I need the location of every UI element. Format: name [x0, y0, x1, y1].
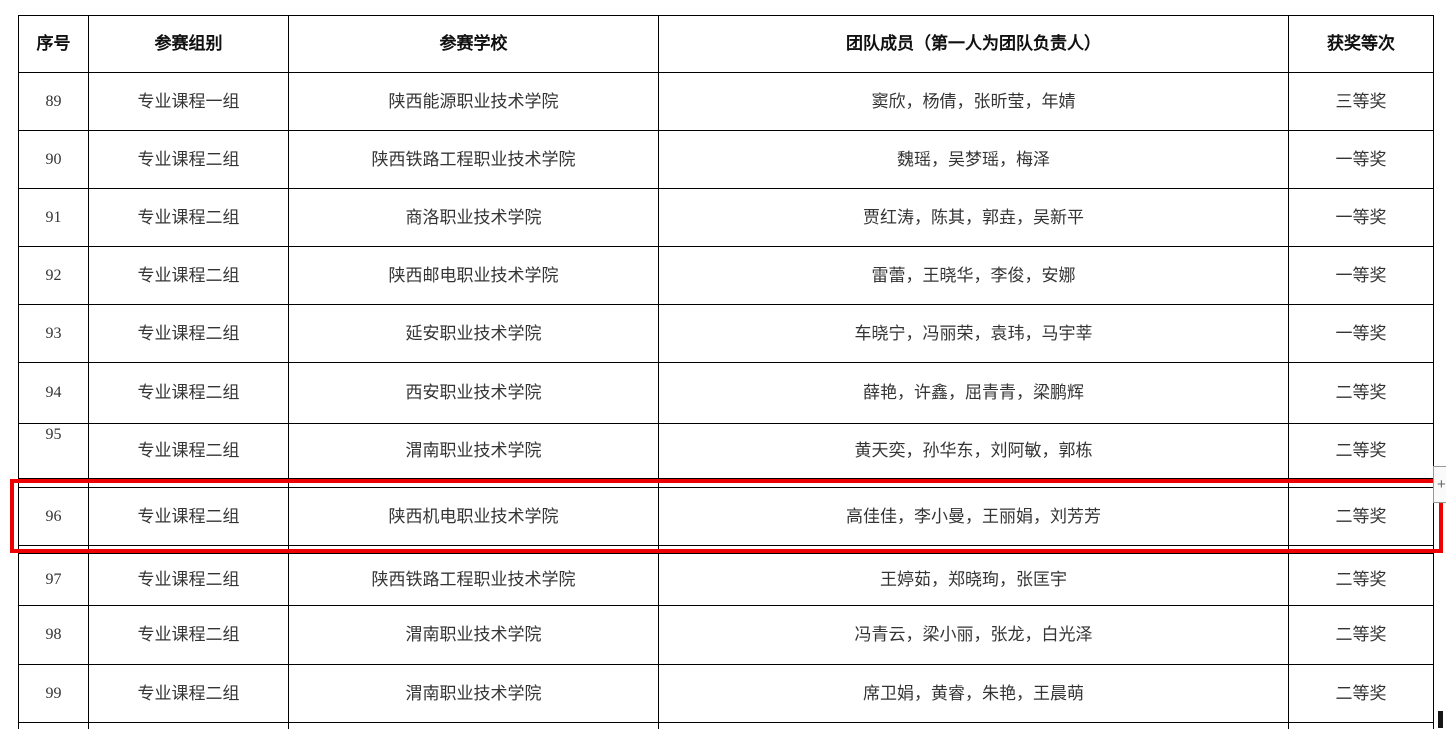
cell-group[interactable]: 专业课程二组 [89, 554, 289, 606]
cell-group[interactable]: 专业课程二组 [89, 305, 289, 363]
header-members[interactable]: 团队成员（第一人为团队负责人） [659, 16, 1289, 73]
cell-school[interactable]: 渭南职业技术学院 [289, 665, 659, 723]
cell-group[interactable]: 专业课程二组 [89, 424, 289, 479]
cell-members[interactable]: 王婷茹，郑晓珣，张匡宇 [659, 554, 1289, 606]
table-row-91: 91 专业课程二组 商洛职业技术学院 贾红涛，陈其，郭垚，吴新平 一等奖 [19, 189, 1434, 247]
cell-members[interactable]: 魏瑶，吴梦瑶，梅泽 [659, 131, 1289, 189]
table-row-95: 95 专业课程二组 渭南职业技术学院 黄天奕，孙华东，刘阿敏，郭栋 二等奖 [19, 424, 1434, 479]
cell-no[interactable]: 91 [19, 189, 89, 247]
cell-members[interactable]: 贾红涛，陈其，郭垚，吴新平 [659, 189, 1289, 247]
cell-members[interactable]: 高佳佳，李小曼，王丽娟，刘芳芳 [659, 488, 1289, 546]
table-header-row: 序号 参赛组别 参赛学校 团队成员（第一人为团队负责人） 获奖等次 [19, 16, 1434, 73]
cell-school[interactable]: 陕西邮电职业技术学院 [289, 247, 659, 305]
cell-award[interactable]: 二等奖 [1289, 554, 1434, 606]
table-row-94: 94 专业课程二组 西安职业技术学院 薛艳，许鑫，屈青青，梁鹏辉 二等奖 [19, 363, 1434, 424]
cell-members[interactable]: 席卫娟，黄睿，朱艳，王晨萌 [659, 665, 1289, 723]
row-96-top-spacer [19, 479, 1434, 488]
cell-members[interactable]: 冯青云，梁小丽，张龙，白光泽 [659, 606, 1289, 665]
cell-group[interactable]: 专业课程二组 [89, 606, 289, 665]
cell-group[interactable]: 专业课程二组 [89, 363, 289, 424]
cell-award[interactable]: 三等奖 [1289, 73, 1434, 131]
cell-award[interactable]: 一等奖 [1289, 131, 1434, 189]
header-no[interactable]: 序号 [19, 16, 89, 73]
cell-award[interactable]: 一等奖 [1289, 247, 1434, 305]
table-row-98: 98 专业课程二组 渭南职业技术学院 冯青云，梁小丽，张龙，白光泽 二等奖 [19, 606, 1434, 665]
award-results-table: 序号 参赛组别 参赛学校 团队成员（第一人为团队负责人） 获奖等次 89 专业课… [18, 15, 1434, 729]
table-row-90: 90 专业课程二组 陕西铁路工程职业技术学院 魏瑶，吴梦瑶，梅泽 一等奖 [19, 131, 1434, 189]
cell-school[interactable]: 陕西能源职业技术学院 [289, 73, 659, 131]
cell-school[interactable]: 渭南职业技术学院 [289, 606, 659, 665]
cell-no[interactable]: 94 [19, 363, 89, 424]
cell-school[interactable]: 陕西铁路工程职业技术学院 [289, 554, 659, 606]
cell-no[interactable]: 98 [19, 606, 89, 665]
cell-members[interactable]: 窦欣，杨倩，张昕莹，年婧 [659, 73, 1289, 131]
cell-group[interactable]: 专业课程二组 [89, 488, 289, 546]
header-award[interactable]: 获奖等次 [1289, 16, 1434, 73]
cell-award[interactable]: 二等奖 [1289, 363, 1434, 424]
header-group[interactable]: 参赛组别 [89, 16, 289, 73]
cell-award[interactable]: 二等奖 [1289, 665, 1434, 723]
cell-school[interactable]: 陕西机电职业技术学院 [289, 488, 659, 546]
cell-no[interactable]: 99 [19, 665, 89, 723]
table-row-89: 89 专业课程一组 陕西能源职业技术学院 窦欣，杨倩，张昕莹，年婧 三等奖 [19, 73, 1434, 131]
cell-award[interactable]: 二等奖 [1289, 424, 1434, 479]
cell-members[interactable]: 车晓宁，冯丽荣，袁玮，马宇莘 [659, 305, 1289, 363]
cell-no[interactable]: 90 [19, 131, 89, 189]
cell-award[interactable]: 二等奖 [1289, 606, 1434, 665]
cell-no[interactable]: 95 [19, 424, 89, 479]
header-school[interactable]: 参赛学校 [289, 16, 659, 73]
cell-award[interactable]: 一等奖 [1289, 189, 1434, 247]
cell-members[interactable]: 雷蕾，王晓华，李俊，安娜 [659, 247, 1289, 305]
table-row-partial [19, 723, 1434, 729]
cell-members[interactable]: 薛艳，许鑫，屈青青，梁鹏辉 [659, 363, 1289, 424]
cell-school[interactable]: 陕西铁路工程职业技术学院 [289, 131, 659, 189]
table-row-99: 99 专业课程二组 渭南职业技术学院 席卫娟，黄睿，朱艳，王晨萌 二等奖 [19, 665, 1434, 723]
insert-row-plus-button[interactable]: + [1433, 466, 1446, 503]
cell-group[interactable]: 专业课程二组 [89, 247, 289, 305]
cell-no[interactable]: 93 [19, 305, 89, 363]
table-row-93: 93 专业课程二组 延安职业技术学院 车晓宁，冯丽荣，袁玮，马宇莘 一等奖 [19, 305, 1434, 363]
scrollbar-fragment [1438, 711, 1443, 728]
cell-school[interactable]: 西安职业技术学院 [289, 363, 659, 424]
cell-group[interactable]: 专业课程二组 [89, 665, 289, 723]
cell-award[interactable]: 二等奖 [1289, 488, 1434, 546]
cell-no[interactable]: 92 [19, 247, 89, 305]
row-96-bottom-spacer [19, 546, 1434, 554]
table-row-92: 92 专业课程二组 陕西邮电职业技术学院 雷蕾，王晓华，李俊，安娜 一等奖 [19, 247, 1434, 305]
cell-group[interactable]: 专业课程一组 [89, 73, 289, 131]
cell-group[interactable]: 专业课程二组 [89, 189, 289, 247]
table-row-96-highlighted: 96 专业课程二组 陕西机电职业技术学院 高佳佳，李小曼，王丽娟，刘芳芳 二等奖 [19, 488, 1434, 546]
table-row-97: 97 专业课程二组 陕西铁路工程职业技术学院 王婷茹，郑晓珣，张匡宇 二等奖 [19, 554, 1434, 606]
plus-icon: + [1437, 476, 1446, 493]
cell-group[interactable]: 专业课程二组 [89, 131, 289, 189]
cell-award[interactable]: 一等奖 [1289, 305, 1434, 363]
cell-no[interactable]: 97 [19, 554, 89, 606]
cell-no[interactable]: 96 [19, 488, 89, 546]
cell-school[interactable]: 延安职业技术学院 [289, 305, 659, 363]
cell-no[interactable]: 89 [19, 73, 89, 131]
cell-school[interactable]: 渭南职业技术学院 [289, 424, 659, 479]
cell-members[interactable]: 黄天奕，孙华东，刘阿敏，郭栋 [659, 424, 1289, 479]
cell-school[interactable]: 商洛职业技术学院 [289, 189, 659, 247]
